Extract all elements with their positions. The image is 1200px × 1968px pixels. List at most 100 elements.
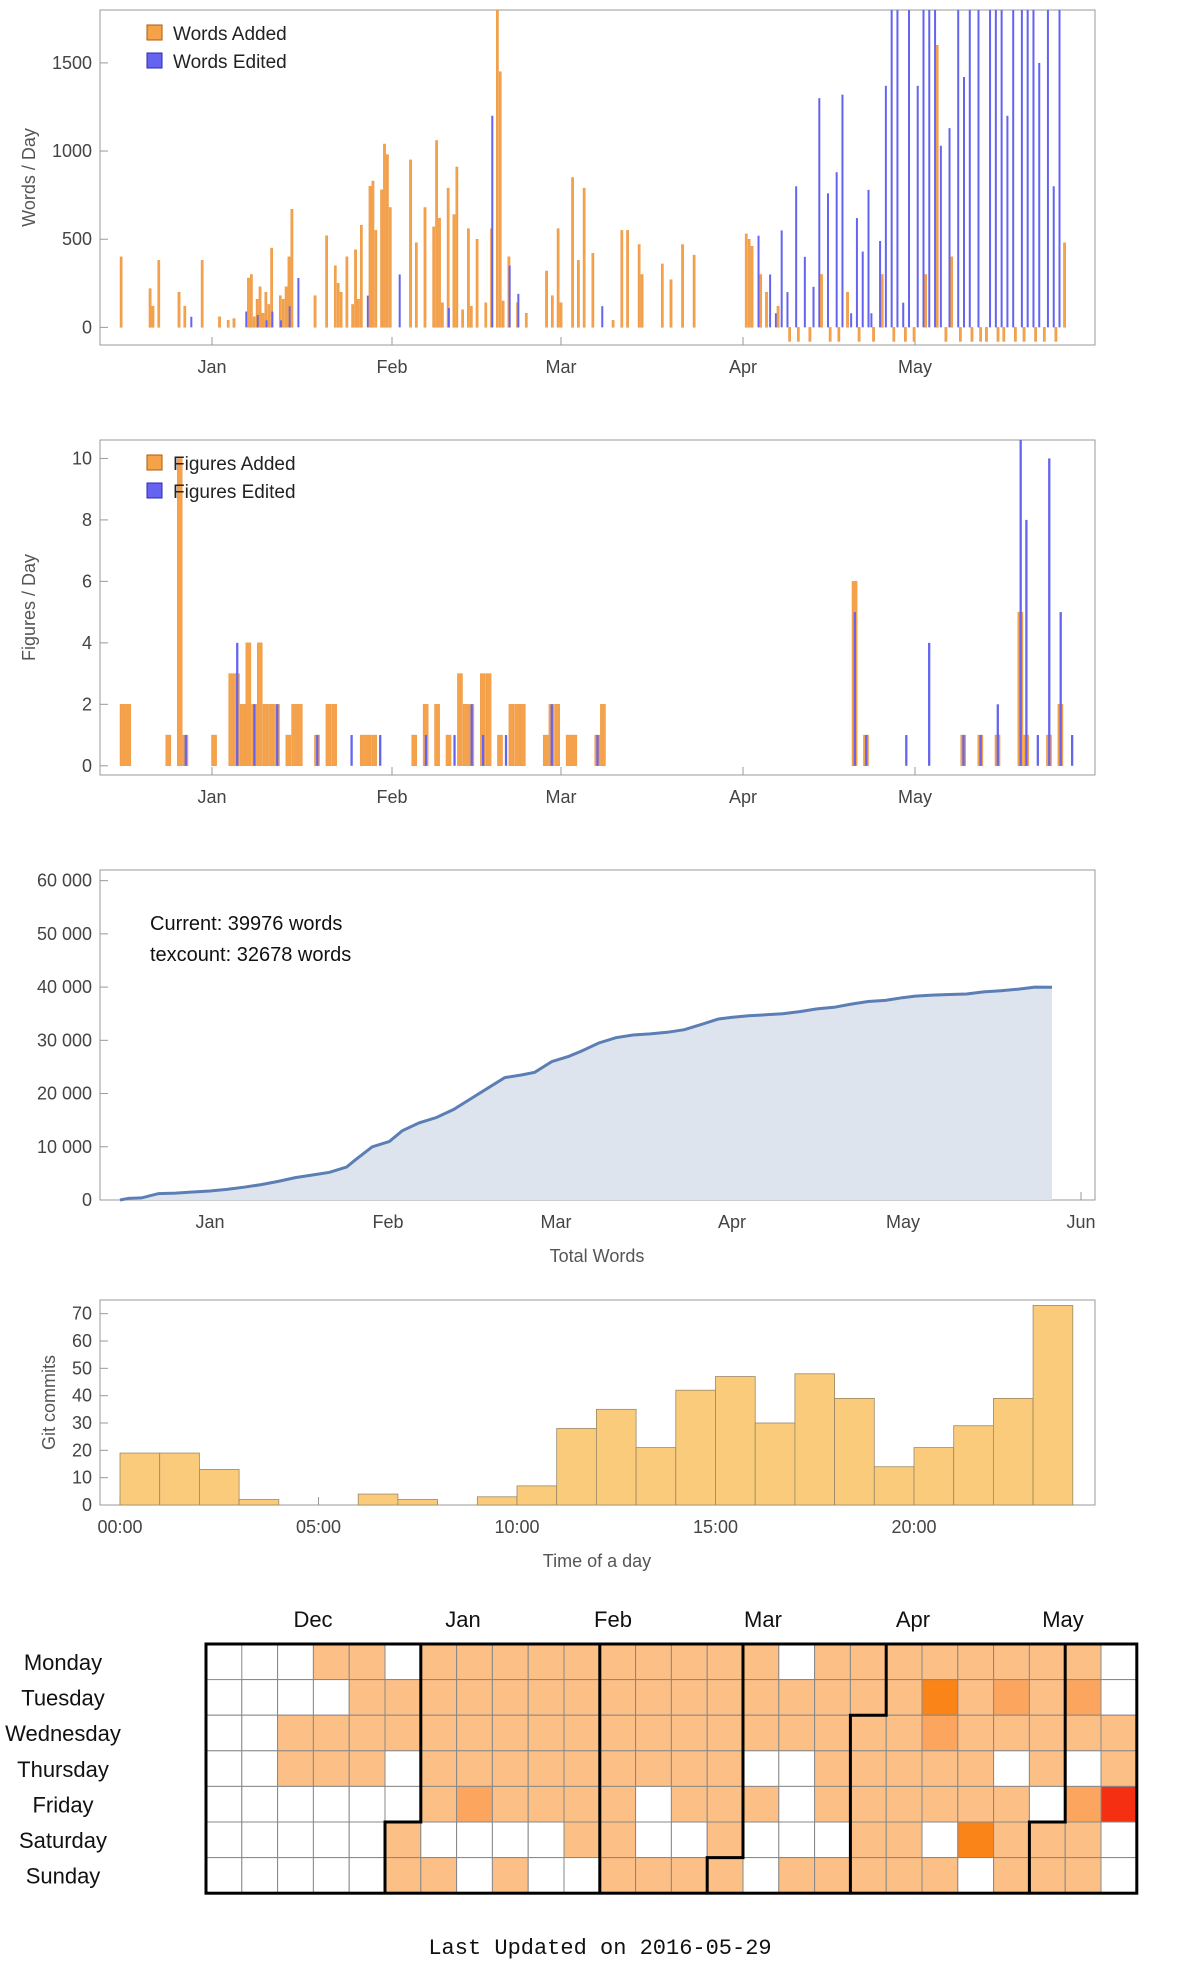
bar-added xyxy=(445,734,452,766)
y-tick-label: 40 xyxy=(72,1386,92,1406)
month-label: Feb xyxy=(594,1607,632,1632)
calendar-day-cell xyxy=(599,1643,637,1681)
calendar-day-cell xyxy=(885,1821,923,1859)
bar-added xyxy=(151,306,155,328)
bar-added xyxy=(765,291,768,328)
commit-bar xyxy=(556,1428,597,1506)
bar-edited xyxy=(447,307,450,328)
calendar-day-cell xyxy=(670,1785,708,1823)
commits-by-hour-chart: 0 10 20 30 40 50 60 70 00:00 05:00 10:00 15:00 20:00… xyxy=(39,1299,1096,1571)
bar-edited xyxy=(1038,62,1041,328)
bar-added xyxy=(325,235,328,328)
calendar-day-cell xyxy=(957,1750,995,1787)
calendar-day-cell xyxy=(420,1643,458,1681)
bar-edited xyxy=(916,85,919,328)
bar-added xyxy=(747,239,751,328)
calendar-day-cell xyxy=(456,1785,493,1823)
calendar-day-cell xyxy=(241,1785,279,1823)
calendar-day-cell xyxy=(957,1643,995,1681)
bar-added xyxy=(461,309,464,328)
calendar-outline xyxy=(204,1642,1139,1895)
calendar-day-cell xyxy=(563,1643,601,1681)
annotation-current: Current: 39976 words xyxy=(150,913,342,935)
bar-added xyxy=(176,458,183,766)
bar-edited xyxy=(398,274,401,328)
bar-added xyxy=(257,642,263,766)
calendar-day-cell xyxy=(778,1714,816,1752)
calendar-day-cell xyxy=(599,1750,637,1787)
calendar-day-cell xyxy=(885,1714,923,1752)
bar-edited xyxy=(1032,10,1035,328)
calendar-day-cell xyxy=(563,1679,601,1716)
bar-added xyxy=(365,734,372,766)
month-boundary xyxy=(705,1644,745,1894)
bar-added xyxy=(119,256,123,328)
y-tick-label: 40 000 xyxy=(37,977,92,997)
calendar-day-cell xyxy=(670,1679,708,1716)
calendar-day-cell xyxy=(921,1857,959,1894)
bar-added xyxy=(571,177,574,328)
calendar-day-cell xyxy=(491,1785,529,1823)
calendar-day-cell xyxy=(384,1857,422,1894)
bar-added xyxy=(637,244,641,328)
bar-added xyxy=(414,242,418,328)
y-tick-label: 8 xyxy=(82,510,92,530)
calendar-day-cell xyxy=(420,1857,458,1894)
commit-bar xyxy=(516,1485,558,1506)
calendar-day-cell xyxy=(1028,1785,1066,1823)
bar-added xyxy=(912,327,916,342)
x-tick-label: Apr xyxy=(729,787,757,807)
x-tick-label: 15:00 xyxy=(693,1517,738,1537)
calendar-day-cell xyxy=(1064,1714,1102,1752)
bar-added xyxy=(297,704,303,766)
calendar-day-cell xyxy=(849,1785,887,1823)
bar-edited xyxy=(508,265,511,328)
bar-edited xyxy=(861,251,864,328)
month-label: Dec xyxy=(293,1607,332,1632)
bar-edited xyxy=(812,286,815,328)
calendar-day-cell xyxy=(778,1785,816,1823)
bar-added xyxy=(808,327,812,342)
bar-edited xyxy=(453,735,456,766)
commit-bar xyxy=(715,1376,756,1506)
calendar-day-cell xyxy=(563,1857,601,1894)
bar-added xyxy=(1042,327,1046,342)
legend-label-added: Words Added xyxy=(173,24,287,45)
bar-added xyxy=(218,316,221,328)
calendar-day-cell xyxy=(993,1857,1030,1894)
calendar-day-cell xyxy=(241,1750,279,1787)
day-label: Friday xyxy=(32,1792,93,1817)
calendar-day-cell xyxy=(527,1679,565,1716)
calendar-day-cell xyxy=(312,1679,350,1716)
bar-added xyxy=(626,230,629,328)
bar-added xyxy=(239,704,246,766)
total-words-chart: 0 10 000 20 000 30 000 40 000 50 000 60 000 Jan… xyxy=(37,869,1096,1266)
calendar-day-cell xyxy=(670,1857,708,1894)
calendar-day-cell xyxy=(635,1857,672,1894)
bar-added xyxy=(371,180,375,328)
bar-added xyxy=(514,704,520,766)
calendar-day-cell xyxy=(1100,1679,1138,1716)
calendar-day-cell xyxy=(885,1857,923,1894)
bar-added xyxy=(339,291,343,328)
bar-edited xyxy=(1052,186,1055,328)
bar-added xyxy=(457,673,463,766)
calendar-day-cell xyxy=(563,1750,601,1787)
calendar-day-cell xyxy=(348,1750,386,1787)
calendar-day-cell xyxy=(312,1643,350,1681)
bar-edited xyxy=(596,735,599,766)
bar-edited xyxy=(855,218,858,328)
bar-added xyxy=(411,734,417,766)
bar-edited xyxy=(504,735,508,766)
bar-added xyxy=(660,263,664,328)
x-tick-label: Jan xyxy=(197,787,226,807)
legend-label-added: Figures Added xyxy=(173,454,296,475)
bar-added xyxy=(383,143,386,328)
calendar-day-cell xyxy=(277,1750,314,1787)
x-tick-label: Apr xyxy=(729,357,757,377)
bar-edited xyxy=(1058,10,1061,328)
y-tick-label: 0 xyxy=(82,756,92,776)
calendar-day-cell xyxy=(706,1679,744,1716)
bar-edited xyxy=(1046,10,1049,328)
calendar-day-cell xyxy=(1064,1643,1102,1681)
